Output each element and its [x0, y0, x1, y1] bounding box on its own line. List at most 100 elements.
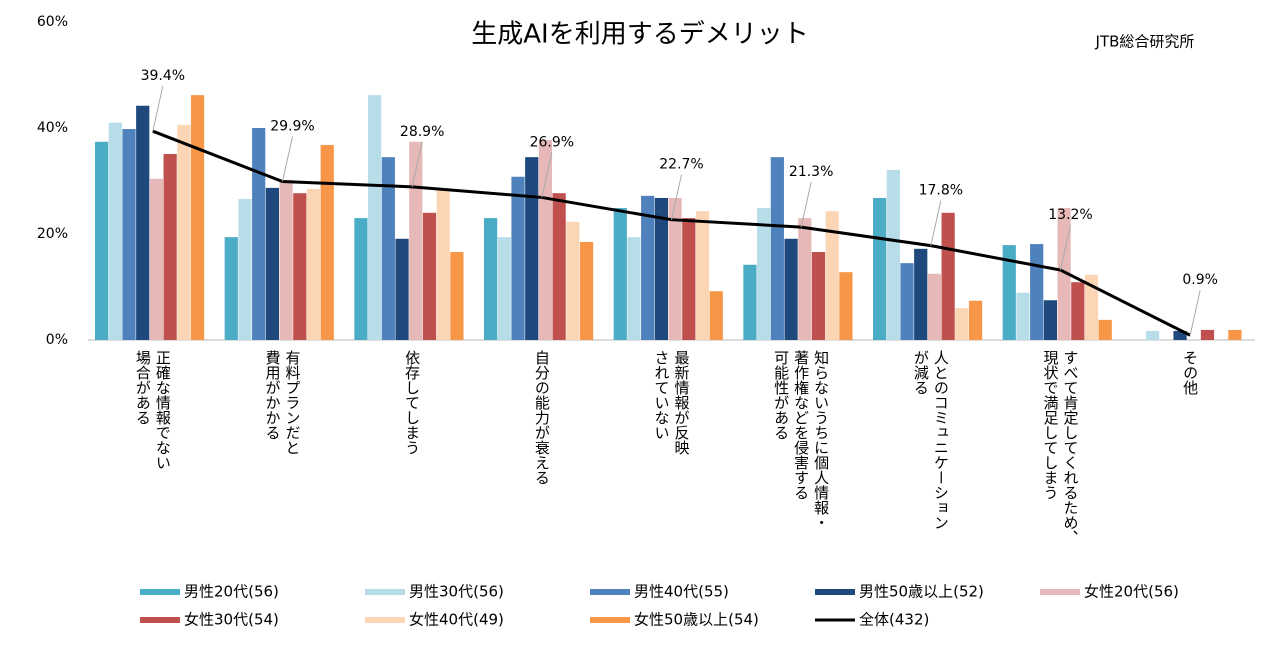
- bar: [682, 218, 696, 340]
- bar: [224, 237, 238, 340]
- bar: [886, 169, 900, 340]
- x-tick-label: 最新情報が反映 されていない: [652, 350, 691, 455]
- x-tick-label: 有料プランだと 費用がかかる: [263, 350, 302, 455]
- x-tick-label: 自分の能力が衰える: [532, 350, 551, 485]
- x-tick-label: すべて肯定してくれるため、 現状で満足してしまう: [1041, 350, 1080, 545]
- x-tick-label: 正確な情報でない 場合がある: [133, 350, 172, 470]
- bar: [743, 264, 757, 340]
- leader-line: [1060, 224, 1071, 271]
- bar: [552, 193, 566, 340]
- bar: [422, 212, 437, 340]
- y-tick-label: 20%: [37, 226, 68, 242]
- y-tick-label: 60%: [37, 14, 68, 30]
- bar: [825, 211, 839, 340]
- bar: [497, 237, 511, 340]
- legend-label: 女性30代(54): [184, 611, 279, 629]
- bar: [900, 263, 914, 340]
- data-label: 29.9%: [270, 119, 314, 135]
- bar: [968, 300, 983, 340]
- data-label: 17.8%: [919, 183, 963, 199]
- bar: [450, 252, 464, 340]
- bar: [354, 218, 368, 340]
- leader-line: [541, 152, 553, 198]
- data-label: 28.9%: [400, 124, 444, 140]
- y-tick-label: 0%: [46, 332, 68, 348]
- legend-label: 男性20代(56): [184, 583, 279, 601]
- data-label: 22.7%: [659, 157, 703, 173]
- leader-line: [671, 174, 682, 220]
- legend-swatch: [365, 589, 405, 595]
- legend-label: 男性30代(56): [409, 583, 504, 601]
- x-tick-label: 依存してしまう: [403, 350, 422, 455]
- bar: [695, 211, 710, 340]
- bar: [839, 272, 853, 340]
- leader-line: [1189, 290, 1201, 336]
- bar: [1228, 329, 1242, 340]
- bar: [1071, 282, 1085, 340]
- bar: [709, 291, 723, 340]
- x-tick-label: 知らないうちに個人情報・ 著作権などを侵害する 可能性がある: [772, 350, 831, 530]
- legend-label: 女性20代(56): [1084, 583, 1179, 601]
- leader-line: [152, 86, 164, 132]
- data-label: 21.3%: [789, 164, 833, 180]
- source: JTB総合研究所: [1095, 33, 1195, 51]
- bar: [368, 95, 382, 340]
- data-label: 39.4%: [141, 68, 185, 84]
- bar: [914, 248, 928, 340]
- bar: [654, 197, 668, 340]
- bar: [163, 153, 177, 340]
- bar: [190, 95, 205, 340]
- bar: [566, 221, 580, 340]
- leader-line: [800, 182, 812, 228]
- legend-swatch: [590, 589, 630, 595]
- legend-label: 女性40代(49): [409, 611, 504, 629]
- bar: [1146, 330, 1160, 340]
- bar: [136, 105, 150, 341]
- bar: [177, 124, 191, 340]
- legend-swatch: [815, 589, 855, 595]
- leader-line: [930, 200, 942, 246]
- bar: [1084, 274, 1099, 340]
- bar: [811, 252, 826, 340]
- bar: [279, 179, 293, 340]
- legend-label: 女性50歳以上(54): [634, 611, 759, 629]
- bar: [108, 122, 122, 340]
- data-label: 26.9%: [530, 134, 574, 150]
- leader-line: [411, 141, 423, 187]
- bar: [293, 193, 307, 340]
- legend-swatch: [140, 617, 180, 623]
- bar: [436, 190, 450, 340]
- legend-label: 全体(432): [859, 611, 929, 629]
- bar: [1098, 319, 1112, 340]
- bar: [265, 187, 279, 340]
- bar: [1043, 300, 1057, 340]
- bar: [525, 157, 539, 340]
- bar: [306, 188, 321, 340]
- bar: [238, 199, 252, 340]
- bar: [320, 144, 334, 340]
- bar: [668, 197, 682, 340]
- data-label: 0.9%: [1182, 272, 1218, 288]
- bar: [941, 212, 955, 340]
- bar: [798, 218, 812, 340]
- legend-swatch: [590, 617, 630, 623]
- bar: [613, 208, 627, 340]
- legend-swatch: [1040, 589, 1080, 595]
- bar: [579, 241, 594, 340]
- bar: [641, 195, 655, 340]
- bar: [511, 176, 525, 340]
- bar: [122, 129, 136, 340]
- bar: [873, 197, 887, 340]
- leader-line: [282, 136, 293, 182]
- legend-swatch: [365, 617, 405, 623]
- bar: [955, 308, 969, 340]
- legend-swatch: [140, 589, 180, 595]
- bar: [1030, 244, 1044, 340]
- bar: [1002, 245, 1016, 340]
- bar: [927, 273, 942, 340]
- bar: [484, 218, 498, 340]
- bar: [149, 178, 164, 340]
- bar: [538, 140, 553, 340]
- bar: [381, 157, 395, 340]
